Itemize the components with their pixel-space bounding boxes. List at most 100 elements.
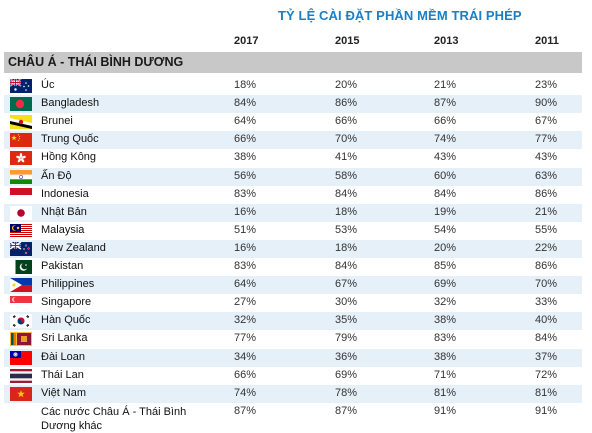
- value-2013: 38%: [434, 350, 457, 363]
- value-2015: 66%: [335, 115, 358, 128]
- table-row: Nhật Bản 16% 18% 19% 21%: [4, 203, 582, 222]
- value-2015: 36%: [335, 350, 358, 363]
- value-2011: 86%: [535, 187, 558, 200]
- value-2015: 84%: [335, 260, 358, 272]
- value-2017: 84%: [234, 97, 257, 110]
- table-row: Trung Quốc 66% 70% 74% 77%: [4, 131, 582, 150]
- table-row: Các nước Châu Á - Thái Bình Dương khác 87…: [4, 403, 582, 433]
- value-2015: 78%: [335, 386, 358, 399]
- value-2017: 32%: [234, 314, 257, 327]
- south-korea-flag-icon: [10, 314, 32, 329]
- country-name-philippines: Philippines: [41, 278, 95, 291]
- value-2017: 87%: [234, 404, 257, 417]
- value-2015: 70%: [335, 133, 358, 146]
- value-2015: 41%: [335, 151, 358, 164]
- value-2017: 74%: [234, 386, 257, 399]
- value-2015: 53%: [335, 223, 358, 236]
- bangladesh-flag-icon: [10, 97, 32, 112]
- value-2013: 60%: [434, 169, 457, 182]
- year-header-2017: 2017: [234, 35, 259, 47]
- value-2015: 79%: [335, 332, 358, 345]
- table-row: New Zealand 16% 18% 20% 22%: [4, 239, 582, 258]
- country-name-dai-loan: Đài Loan: [41, 350, 86, 363]
- value-2013: 81%: [434, 386, 457, 399]
- table-row: Thái Lan 66% 69% 71% 72%: [4, 367, 582, 385]
- country-name-han-quoc: Hàn Quốc: [41, 314, 91, 327]
- value-2013: 19%: [434, 205, 457, 218]
- country-name-sri-lanka: Sri Lanka: [41, 332, 88, 345]
- new-zealand-flag-icon: [10, 241, 32, 256]
- value-2013: 71%: [434, 368, 457, 381]
- value-2015: 20%: [335, 79, 358, 91]
- table-row: Malaysia 51% 53% 54% 55%: [4, 222, 582, 240]
- table-row: Sri Lanka 77% 79% 83% 84%: [4, 330, 582, 348]
- value-2015: 18%: [335, 241, 358, 254]
- table-row: Pakistan 83% 84% 85% 86%: [4, 258, 582, 276]
- table-title: TỶ LỆ CÀI ĐẶT PHẦN MỀM TRÁI PHÉP: [278, 8, 522, 23]
- value-2011: 22%: [535, 241, 558, 254]
- table-row: Hàn Quốc 32% 35% 38% 40%: [4, 312, 582, 331]
- value-2017: 18%: [234, 79, 257, 91]
- sri-lanka-flag-icon: [10, 332, 32, 347]
- value-2015: 87%: [335, 404, 358, 417]
- table-row: Hồng Kông 38% 41% 43% 43%: [4, 149, 582, 167]
- country-name-bangladesh: Bangladesh: [41, 97, 100, 110]
- value-2015: 86%: [335, 97, 358, 110]
- value-2017: 51%: [234, 223, 257, 236]
- table-row: Singapore 27% 30% 32% 33%: [4, 294, 582, 312]
- country-name-singapore: Singapore: [41, 296, 92, 309]
- value-2017: 38%: [234, 151, 257, 164]
- value-2013: 87%: [434, 97, 457, 110]
- year-header-2015: 2015: [335, 35, 360, 47]
- value-2015: 58%: [335, 169, 358, 182]
- country-name-an-do: Ấn Độ: [41, 169, 72, 182]
- value-2013: 54%: [434, 223, 457, 236]
- value-2013: 74%: [434, 133, 457, 146]
- value-2013: 83%: [434, 332, 457, 345]
- value-2013: 85%: [434, 260, 457, 272]
- country-name-viet-nam: Việt Nam: [41, 386, 87, 399]
- value-2011: 67%: [535, 115, 558, 128]
- value-2011: 63%: [535, 169, 558, 182]
- value-2017: 83%: [234, 260, 257, 272]
- table-row: Brunei 64% 66% 66% 67%: [4, 113, 582, 131]
- country-name-brunei: Brunei: [41, 115, 73, 128]
- country-name-hong-kong: Hồng Kông: [41, 151, 97, 164]
- philippines-flag-icon: [10, 278, 32, 293]
- region-label: CHÂU Á - THÁI BÌNH DƯƠNG: [8, 55, 184, 69]
- value-2013: 69%: [434, 278, 457, 291]
- hong-kong-flag-icon: [10, 151, 32, 166]
- table-row: Việt Nam 74% 78% 81% 81%: [4, 384, 582, 403]
- value-2011: 84%: [535, 332, 558, 345]
- region-header: CHÂU Á - THÁI BÌNH DƯƠNG: [4, 52, 582, 73]
- value-2015: 69%: [335, 368, 358, 381]
- country-name-indonesia: Indonesia: [41, 187, 89, 200]
- value-2017: 34%: [234, 350, 257, 363]
- value-2011: 37%: [535, 350, 558, 363]
- singapore-flag-icon: [10, 296, 32, 311]
- country-name-pakistan: Pakistan: [41, 260, 84, 272]
- year-header-2011: 2011: [535, 35, 559, 47]
- thailand-flag-icon: [10, 368, 32, 383]
- value-2013: 21%: [434, 79, 457, 91]
- value-2013: 43%: [434, 151, 457, 164]
- value-2011: 72%: [535, 368, 558, 381]
- pakistan-flag-icon: [10, 260, 32, 274]
- country-name-thai-lan: Thái Lan: [41, 368, 84, 381]
- value-2017: 16%: [234, 241, 257, 254]
- country-name-uc: Úc: [41, 79, 55, 91]
- value-2017: 16%: [234, 205, 257, 218]
- value-2013: 38%: [434, 314, 457, 327]
- value-2017: 66%: [234, 368, 257, 381]
- country-name-cac-nuoc-chau-a-thai-binh-duong-khac: Các nước Châu Á - Thái Bình Dương khác: [41, 405, 187, 432]
- china-flag-icon: [10, 133, 32, 148]
- brunei-flag-icon: [10, 115, 32, 130]
- value-2011: 90%: [535, 97, 558, 110]
- value-2013: 84%: [434, 187, 457, 200]
- table-row: Indonesia 83% 84% 84% 86%: [4, 186, 582, 204]
- india-flag-icon: [10, 169, 32, 184]
- value-2015: 18%: [335, 205, 358, 218]
- value-2011: 77%: [535, 133, 558, 146]
- table-row: Ấn Độ 56% 58% 60% 63%: [4, 167, 582, 186]
- country-name-trung-quoc: Trung Quốc: [41, 133, 99, 146]
